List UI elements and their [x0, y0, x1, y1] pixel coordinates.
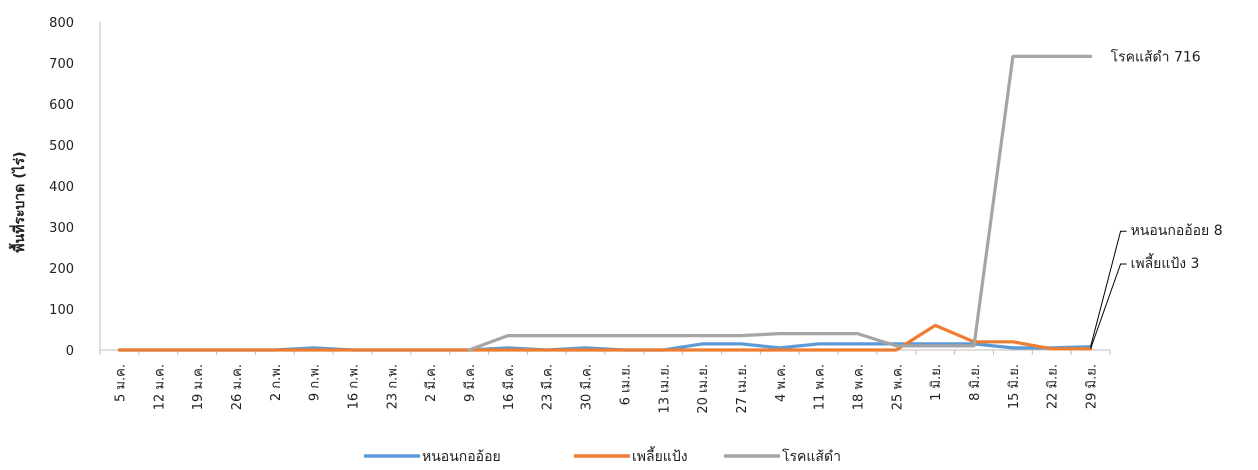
x-tick-label: 13 เม.ย.	[657, 364, 672, 414]
x-tick-label: 1 มิ.ย.	[929, 364, 944, 401]
legend-label: โรคแส้ดำ	[782, 448, 841, 465]
y-axis: 0 100 200 300 400 500 600 700 800	[49, 16, 101, 359]
x-tick-label: 22 มิ.ย.	[1046, 364, 1061, 409]
x-tick-label: 11 พ.ค.	[813, 364, 828, 410]
x-tick-label: 2 มี.ค.	[423, 364, 439, 402]
x-tick-label: 16 มี.ค.	[501, 364, 517, 410]
x-tick-label: 9 ก.พ.	[308, 364, 323, 401]
series-lines	[117, 54, 1093, 352]
x-tick-label: 5 ม.ค.	[113, 364, 128, 402]
x-tick-label: 12 ม.ค.	[152, 364, 167, 410]
y-axis-label: พื้นที่ระบาด (ไร่)	[8, 151, 28, 252]
x-tick-label: 30 มี.ค.	[579, 364, 595, 410]
legend-label: หนอนกออ้อย	[422, 449, 501, 465]
x-tick-label: 8 มิ.ย.	[968, 364, 983, 401]
x-tick-label: 23 ก.พ.	[385, 364, 400, 409]
y-tick-label: 100	[49, 303, 74, 318]
annotation-label: เพลี้ยแป้ง 3	[1131, 253, 1200, 272]
x-tick-label: 9 มี.ค.	[462, 364, 478, 402]
annotation-leader	[1090, 230, 1127, 347]
x-tick-label: 23 มี.ค.	[540, 364, 556, 410]
legend: หนอนกออ้อย เพลี้ยแป้ง โรคแส้ดำ	[364, 446, 841, 465]
x-tick-label: 26 ม.ค.	[230, 364, 245, 410]
y-tick-label: 800	[49, 16, 74, 31]
x-tick-label: 25 พ.ค.	[890, 364, 905, 410]
series-line	[467, 54, 1093, 352]
x-tick-label: 27 เม.ย.	[735, 364, 750, 414]
x-tick-label: 16 ก.พ.	[347, 364, 362, 409]
x-tick-label: 18 พ.ค.	[852, 364, 867, 410]
x-axis: 5 ม.ค. 12 ม.ค. 19 ม.ค. 26 ม.ค. 2 ก.พ. 9 ก.พ. 1…	[99, 349, 1111, 414]
x-tick-label: 19 ม.ค.	[191, 364, 206, 410]
y-tick-label: 300	[49, 221, 74, 236]
legend-label: เพลี้ยแป้ง	[632, 446, 688, 465]
x-tick-label: 6 เม.ย.	[618, 364, 633, 405]
y-tick-label: 600	[49, 98, 74, 113]
y-tick-label: 700	[49, 57, 74, 72]
y-tick-label: 400	[49, 180, 74, 195]
x-tick-label: 4 พ.ค.	[774, 364, 789, 402]
annotation-leader	[1090, 263, 1127, 349]
x-tick-label: 29 มิ.ย.	[1085, 364, 1100, 409]
series-line	[117, 323, 1093, 352]
x-tick-label: 2 ก.พ.	[269, 364, 284, 401]
x-tick-label: 15 มิ.ย.	[1007, 364, 1022, 409]
annotations: โรคแส้ดำ 716 หนอนกออ้อย 8 เพลี้ยแป้ง 3	[1090, 48, 1223, 349]
y-tick-label: 0	[66, 344, 74, 359]
annotation-label: หนอนกออ้อย 8	[1131, 223, 1223, 239]
annotation-label: โรคแส้ดำ 716	[1111, 48, 1201, 65]
y-tick-label: 500	[49, 139, 74, 154]
y-tick-label: 200	[49, 262, 74, 277]
x-tick-label: 20 เม.ย.	[696, 364, 711, 414]
